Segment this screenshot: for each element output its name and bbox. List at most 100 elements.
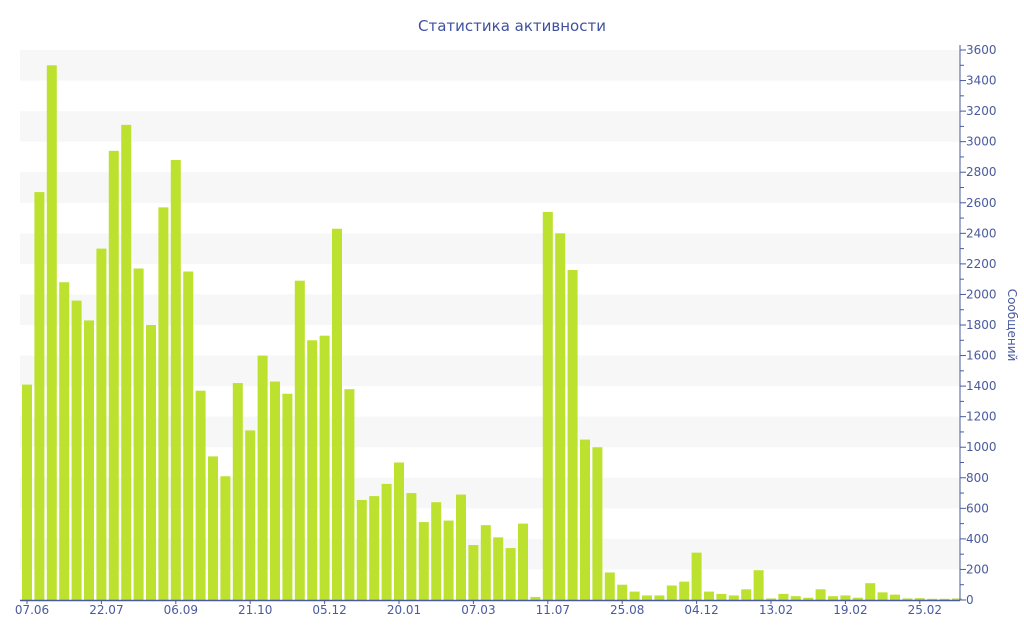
bar	[46, 65, 57, 601]
y-tick-label: 2600	[966, 196, 997, 210]
x-tick-label: 04.12	[684, 603, 718, 617]
x-axis: 07.06 22.07 06.09 21.10 05.12 20.01 07.03 11.07…	[15, 599, 960, 617]
x-tick-label: 13.02	[759, 603, 793, 617]
bar	[195, 390, 206, 600]
bar	[59, 282, 70, 600]
x-tick-label: 25.02	[908, 603, 942, 617]
bar	[865, 583, 876, 600]
bar	[133, 268, 144, 600]
bar	[480, 525, 491, 600]
bar	[877, 592, 888, 600]
x-tick-label: 05.12	[312, 603, 346, 617]
x-tick-label: 20.01	[387, 603, 421, 617]
bar	[232, 383, 243, 600]
y-axis: 0 200 400 600 800 1000 1200 1400 1600 1800 2000 220…	[959, 43, 997, 607]
x-tick-label: 21.10	[238, 603, 272, 617]
bar	[790, 596, 801, 600]
y-tick-label: 3000	[966, 135, 997, 149]
grid-band	[20, 172, 960, 203]
y-tick-label: 2800	[966, 165, 997, 179]
bar	[803, 597, 814, 600]
y-tick-label: 3200	[966, 104, 997, 118]
x-tick-label: 06.09	[164, 603, 198, 617]
bar	[617, 584, 628, 600]
bar	[456, 494, 466, 600]
bar	[257, 355, 268, 600]
bar	[890, 594, 900, 600]
bar	[356, 499, 367, 600]
bar	[146, 325, 156, 600]
bar	[778, 593, 789, 600]
y-tick-label: 2000	[966, 287, 997, 301]
bar	[220, 476, 231, 600]
bar	[270, 381, 280, 600]
y-tick-label: 600	[966, 501, 989, 515]
bar	[679, 581, 690, 600]
y-tick-label: 1200	[966, 410, 997, 424]
bar	[753, 570, 764, 600]
bar	[828, 596, 838, 600]
bar	[369, 496, 380, 600]
bar	[170, 160, 181, 600]
y-tick-label: 400	[966, 532, 989, 546]
bar	[418, 522, 429, 600]
bar	[939, 598, 950, 600]
x-tick-label: 22.07	[89, 603, 123, 617]
x-tick-label: 11.07	[536, 603, 570, 617]
bar	[282, 393, 293, 600]
bar	[468, 545, 479, 600]
bar	[158, 207, 169, 600]
bar	[852, 597, 863, 600]
bar	[431, 502, 442, 600]
bar	[952, 598, 962, 600]
bar	[34, 192, 45, 601]
bar	[716, 593, 727, 600]
bar	[294, 280, 305, 600]
bars	[22, 65, 962, 601]
bar	[728, 595, 739, 600]
bar	[604, 572, 615, 600]
bar	[245, 430, 256, 600]
bar	[642, 595, 652, 600]
y-tick-label: 1000	[966, 440, 997, 454]
bar	[815, 589, 826, 600]
y-tick-label: 2400	[966, 226, 997, 240]
bar	[183, 271, 194, 600]
bar	[505, 548, 516, 600]
bar	[927, 598, 938, 600]
bar	[96, 248, 107, 600]
bar	[406, 493, 417, 600]
bar	[443, 520, 454, 600]
bar	[518, 523, 528, 600]
y-tick-label: 0	[966, 593, 974, 607]
y-tick-label: 800	[966, 471, 989, 485]
bar	[766, 598, 776, 600]
bar	[914, 598, 925, 600]
bar	[542, 211, 553, 600]
bar	[108, 150, 119, 601]
bar	[319, 335, 330, 600]
bar	[629, 591, 640, 600]
y-tick-label: 1800	[966, 318, 997, 332]
chart-title: Статистика активности	[418, 17, 606, 35]
x-tick-label: 25.08	[610, 603, 644, 617]
y-tick-label: 3600	[966, 43, 997, 57]
grid-band	[20, 111, 960, 142]
bar	[902, 598, 913, 600]
x-tick-label: 19.02	[833, 603, 867, 617]
bar	[84, 320, 94, 600]
bar	[121, 124, 132, 600]
bar	[208, 456, 218, 600]
bar	[22, 384, 32, 600]
bar	[592, 447, 603, 600]
bar	[580, 439, 590, 600]
bar	[307, 340, 318, 600]
bar	[344, 389, 355, 600]
bar	[530, 596, 541, 600]
bar	[567, 270, 578, 600]
bar	[691, 552, 702, 600]
y-tick-label: 1600	[966, 349, 997, 363]
bar	[741, 589, 752, 600]
bar	[71, 300, 82, 600]
